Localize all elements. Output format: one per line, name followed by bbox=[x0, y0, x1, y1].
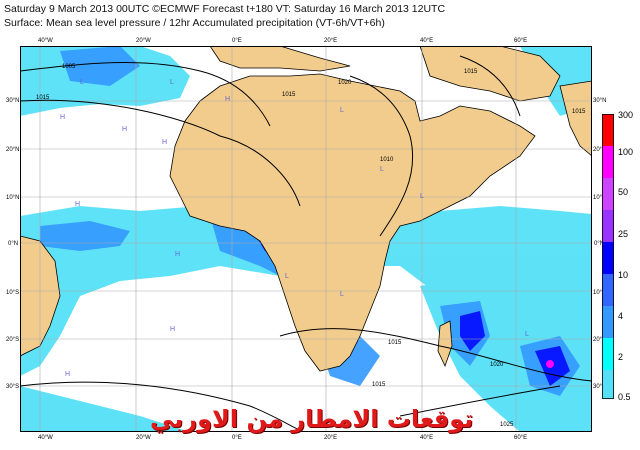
colorbar-swatch bbox=[602, 338, 614, 370]
left-lat-label: 20°N bbox=[6, 147, 20, 153]
top-lon-label: 20°E bbox=[324, 38, 338, 44]
left-lat-label: 20°S bbox=[6, 337, 20, 343]
low-marker: L bbox=[285, 273, 289, 280]
map-frame bbox=[20, 46, 592, 432]
low-marker: L bbox=[380, 166, 384, 173]
high-marker: H bbox=[162, 139, 167, 146]
high-marker: H bbox=[175, 251, 180, 258]
colorbar-swatch bbox=[602, 370, 614, 399]
colorbar-label: 4 bbox=[618, 311, 624, 321]
colorbar-frame bbox=[602, 114, 614, 399]
colorbar-label: 50 bbox=[618, 187, 629, 197]
high-marker: H bbox=[122, 126, 127, 133]
isobar-label: 1020 bbox=[490, 362, 504, 368]
right-lat-label: 0°N bbox=[594, 241, 605, 247]
isobar-label: 1020 bbox=[338, 80, 352, 86]
colorbar-swatch bbox=[602, 146, 614, 178]
isobar-label: 1015 bbox=[36, 95, 50, 101]
land bbox=[20, 46, 592, 372]
top-lon-label: 40°W bbox=[38, 38, 53, 44]
high-marker: H bbox=[225, 96, 230, 103]
high-marker: H bbox=[170, 326, 175, 333]
colorbar-swatch bbox=[602, 178, 614, 210]
low-marker: L bbox=[525, 331, 529, 338]
colorbar-label: 100 bbox=[618, 147, 634, 157]
high-marker: H bbox=[65, 371, 70, 378]
precip-colorbar bbox=[602, 114, 614, 399]
bottom-lon-label: 40°E bbox=[420, 435, 434, 441]
colorbar-label: 300 bbox=[618, 110, 634, 120]
arabic-watermark: توقعات الامطار من الاوربي bbox=[150, 405, 474, 433]
pressure-centers: L L H H H H L L L H H L L H H L bbox=[60, 79, 529, 378]
isobar-label: 1015 bbox=[282, 92, 296, 98]
bottom-lon-label: 40°W bbox=[38, 435, 53, 441]
colorbar-swatch bbox=[602, 274, 614, 306]
isobar-label: 1010 bbox=[380, 157, 394, 163]
top-lon-label: 60°E bbox=[514, 38, 528, 44]
high-marker: H bbox=[75, 201, 80, 208]
forecast-title: Saturday 9 March 2013 00UTC ©ECMWF Forec… bbox=[4, 3, 446, 15]
colorbar-swatch bbox=[602, 306, 614, 338]
right-lat-label: 10°N bbox=[593, 195, 607, 201]
colorbar-label: 0.5 bbox=[618, 392, 631, 402]
low-marker: L bbox=[170, 79, 174, 86]
bottom-lon-label: 0°E bbox=[232, 435, 242, 441]
left-lat-label: 0°N bbox=[8, 241, 19, 247]
right-lat-label: 20°N bbox=[593, 147, 607, 153]
isobar-label: 1015 bbox=[572, 109, 586, 115]
left-lat-label: 30°S bbox=[6, 384, 20, 390]
colorbar-label: 2 bbox=[618, 352, 624, 362]
forecast-map: 1005 1015 1015 1020 1015 1010 1015 1015 … bbox=[20, 46, 592, 432]
graticule bbox=[20, 46, 592, 432]
left-lat-label: 10°S bbox=[6, 290, 20, 296]
low-marker: L bbox=[420, 193, 424, 200]
left-lat-label: 30°N bbox=[6, 98, 20, 104]
top-lon-label: 0°E bbox=[232, 38, 242, 44]
isobar-label: 1025 bbox=[500, 422, 514, 428]
isobars bbox=[20, 55, 592, 432]
isobar-labels: 1005 1015 1015 1020 1015 1010 1015 1015 … bbox=[36, 64, 586, 428]
left-lat-label: 10°N bbox=[6, 195, 20, 201]
right-lat-label: 20°S bbox=[593, 337, 607, 343]
right-lat-label: 30°N bbox=[593, 98, 607, 104]
colorbar-swatch bbox=[602, 210, 614, 242]
low-marker: L bbox=[340, 107, 344, 114]
high-marker: H bbox=[60, 114, 65, 121]
bottom-lon-label: 20°E bbox=[324, 435, 338, 441]
isobar-label: 1005 bbox=[62, 64, 76, 70]
top-lon-label: 40°E bbox=[420, 38, 434, 44]
isobar-label: 1015 bbox=[372, 382, 386, 388]
right-lat-label: 10°S bbox=[593, 290, 607, 296]
colorbar-label: 25 bbox=[618, 229, 629, 239]
bottom-lon-label: 60°E bbox=[514, 435, 528, 441]
bottom-lon-label: 20°W bbox=[136, 435, 151, 441]
top-lon-label: 20°W bbox=[136, 38, 151, 44]
isobar-label: 1015 bbox=[388, 340, 402, 346]
isobar-label: 1015 bbox=[464, 69, 478, 75]
low-marker: L bbox=[80, 79, 84, 86]
colorbar-label: 10 bbox=[618, 270, 629, 280]
colorbar-swatch bbox=[602, 114, 614, 146]
forecast-subtitle: Surface: Mean sea level pressure / 12hr … bbox=[4, 17, 385, 29]
low-marker: L bbox=[340, 291, 344, 298]
right-lat-label: 30°S bbox=[593, 384, 607, 390]
colorbar-swatch bbox=[602, 242, 614, 274]
